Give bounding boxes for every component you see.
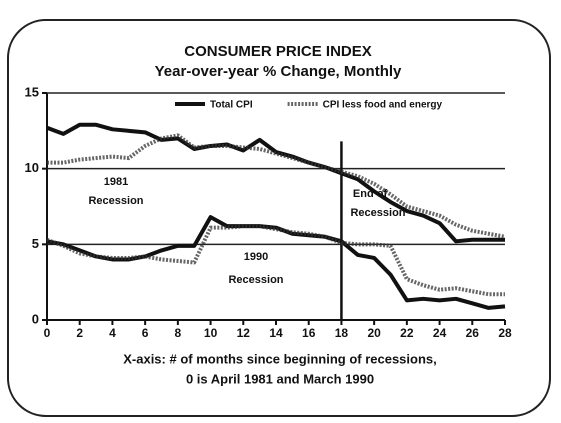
frame (7, 19, 551, 417)
x-tick-label: 26 (466, 326, 480, 340)
annotation: Recession (228, 274, 283, 286)
chart-subtitle: Year-over-year % Change, Monthly (155, 63, 402, 80)
chart-title: CONSUMER PRICE INDEX (184, 43, 372, 60)
x-tick-label: 10 (204, 326, 218, 340)
y-tick-label: 10 (25, 160, 39, 175)
x-tick-label: 24 (433, 326, 447, 340)
x-tick-label: 22 (400, 326, 414, 340)
x-tick-label: 4 (109, 326, 116, 340)
annotation: Recession (350, 207, 405, 219)
annotation: Recession (88, 195, 143, 207)
y-tick-label: 5 (32, 236, 39, 251)
annotation: 1990 (244, 251, 268, 263)
x-tick-label: 20 (367, 326, 381, 340)
legend-label: Total CPI (210, 100, 253, 111)
x-tick-label: 28 (498, 326, 512, 340)
x-tick-label: 14 (269, 326, 283, 340)
x-tick-label: 16 (302, 326, 316, 340)
x-tick-label: 6 (142, 326, 149, 340)
x-axis-label: 0 is April 1981 and March 1990 (186, 371, 374, 386)
x-tick-label: 2 (76, 326, 83, 340)
annotation: End of (353, 188, 388, 200)
x-tick-label: 8 (175, 326, 182, 340)
annotation: 1981 (104, 176, 128, 188)
x-axis-label: X-axis: # of months since beginning of r… (123, 351, 437, 366)
y-tick-label: 15 (25, 84, 39, 99)
x-tick-label: 12 (237, 326, 251, 340)
data-line (46, 215, 506, 310)
x-tick-label: 18 (335, 326, 349, 340)
legend-label: CPI less food and energy (323, 100, 443, 111)
data-line (46, 224, 505, 297)
x-tick-label: 0 (44, 326, 51, 340)
y-tick-label: 0 (32, 311, 39, 326)
